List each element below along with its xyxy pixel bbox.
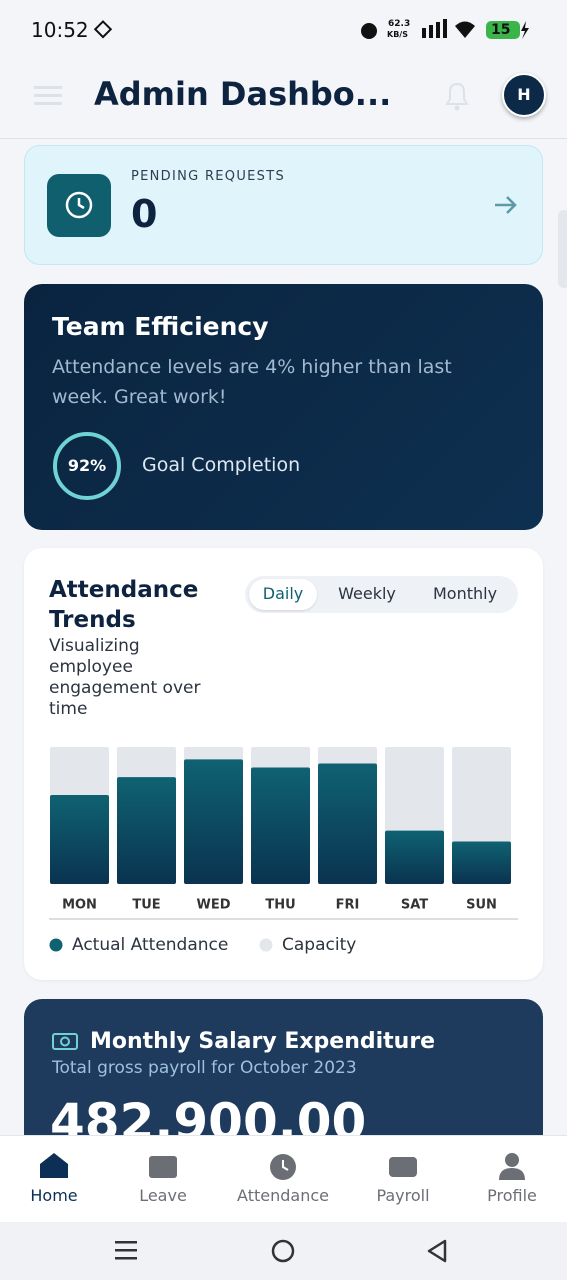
toggle-active — [249, 579, 317, 610]
system-buttons[interactable] — [0, 1236, 567, 1266]
notification-button[interactable] — [443, 80, 471, 112]
avatar-initial: H — [517, 85, 531, 104]
salary-card: Monthly Salary Expenditure Total gross p… — [24, 999, 543, 1135]
net-unit: KB/S — [387, 30, 408, 39]
header-divider — [0, 138, 567, 139]
attendance-bar — [452, 841, 511, 884]
salary-amount: 482,900.00 — [50, 1093, 367, 1135]
nav-item[interactable]: Payroll — [376, 1186, 430, 1205]
alarm-icon — [361, 23, 377, 39]
nav-item[interactable]: Home — [30, 1186, 78, 1205]
pending-count: 0 — [131, 192, 158, 236]
system-nav — [0, 1222, 567, 1280]
salary-subtitle: Total gross payroll for October 2023 — [52, 1058, 357, 1078]
ring-value: 92% — [67, 456, 107, 475]
legend-label: Actual Attendance — [72, 935, 228, 955]
nav-item[interactable]: Attendance — [237, 1186, 329, 1205]
status-icons — [422, 19, 529, 39]
bar-chart: MON TUE WED THU FRI SAT SUN Actual Attendance Ca… — [49, 747, 518, 955]
chart-subtitle: Visualizing employee engagement over tim… — [49, 636, 201, 719]
x-tick-label: SAT — [401, 898, 428, 913]
ring-label: Goal Completion — [142, 454, 301, 476]
toggle-monthly[interactable]: Monthly — [432, 584, 498, 603]
x-tick-label: MON — [62, 898, 97, 913]
menu-button[interactable] — [34, 84, 64, 108]
battery-level: 15 — [491, 22, 511, 38]
efficiency-ring — [53, 432, 121, 500]
efficiency-text: Attendance levels are 4% higher than las… — [52, 356, 452, 408]
status-icon — [93, 20, 113, 39]
avatar[interactable] — [502, 73, 546, 117]
salary-title: Monthly Salary Expenditure — [90, 1029, 436, 1054]
legend-swatch — [49, 938, 63, 952]
pending-label: PENDING REQUESTS — [131, 169, 286, 184]
toggle-daily[interactable]: Daily — [262, 584, 304, 603]
efficiency-title: Team Efficiency — [52, 312, 269, 341]
nav-item[interactable]: Profile — [487, 1186, 537, 1205]
scrollbar — [558, 210, 567, 288]
legend-label: Capacity — [282, 935, 356, 955]
attendance-bar — [251, 767, 310, 884]
nav-item[interactable]: Leave — [139, 1186, 187, 1205]
legend-swatch — [259, 938, 273, 952]
pending-icon — [47, 174, 111, 237]
attendance-bar — [50, 794, 109, 884]
page-title: Admin Dashbo... — [94, 75, 392, 113]
x-tick-label: FRI — [336, 898, 360, 913]
attendance-bar — [318, 763, 377, 884]
net-speed: 62.3 — [388, 19, 411, 29]
chart-title: Attendance Trends — [49, 577, 199, 633]
status-time: 10:52 — [31, 18, 89, 42]
attendance-bar — [385, 830, 444, 884]
pending-arrow[interactable] — [493, 193, 519, 217]
x-tick-label: TUE — [132, 898, 160, 913]
x-tick-label: SUN — [466, 898, 497, 913]
x-tick-label: THU — [265, 898, 295, 913]
attendance-bar — [117, 777, 176, 884]
attendance-bar — [184, 759, 243, 884]
salary-icon — [52, 1033, 78, 1050]
x-tick-label: WED — [196, 898, 230, 913]
toggle-weekly[interactable]: Weekly — [338, 584, 396, 603]
nav-icons — [40, 1153, 525, 1180]
